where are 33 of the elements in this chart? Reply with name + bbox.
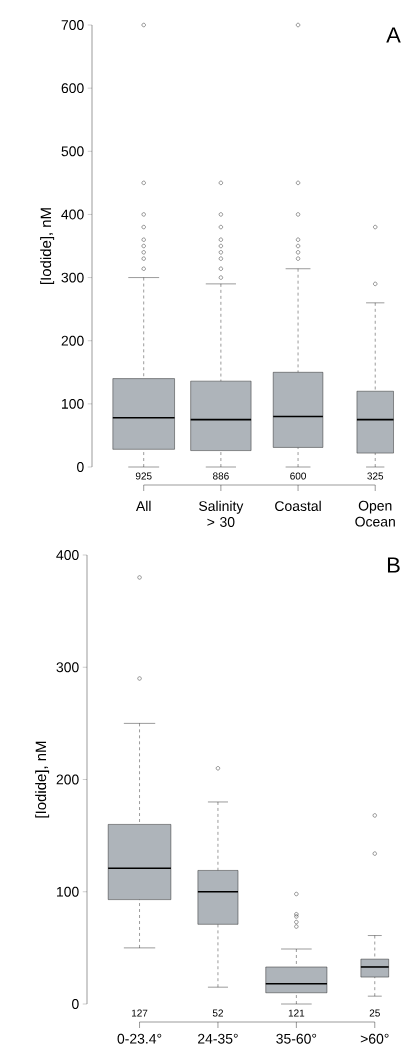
y-tick-label: 300	[56, 662, 79, 673]
chart-title: A	[386, 27, 401, 43]
text: 600	[290, 472, 306, 480]
y-tick-label: 400	[56, 550, 79, 560]
x-tick-label: Open Ocean	[355, 500, 395, 527]
y-tick-label: 300	[61, 272, 84, 283]
y-tick-label: 200	[61, 335, 84, 346]
text: 325	[367, 472, 384, 480]
x-tick-label: >60°	[360, 1033, 389, 1044]
y-tick-label: 0	[72, 999, 79, 1009]
y-tick-label: 400	[61, 209, 84, 220]
text: 127	[131, 1009, 148, 1017]
y-tick-label: 600	[61, 83, 84, 94]
x-tick-label: Salinity > 30	[199, 500, 244, 527]
text: 25	[369, 1009, 380, 1017]
y-axis-title: [Iodide], nM	[40, 208, 55, 284]
x-tick-label: 0-23.4°	[117, 1033, 162, 1044]
chart-title: B	[387, 557, 400, 573]
y-axis-title: [Iodide], nM	[35, 741, 50, 818]
y-tick-label: 200	[56, 774, 79, 785]
y-tick-label: 0	[77, 462, 84, 472]
x-tick-label: All	[135, 500, 151, 511]
text: 925	[135, 472, 152, 480]
y-tick-label: 700	[61, 20, 84, 30]
text: 52	[212, 1009, 223, 1017]
y-tick-label: 500	[61, 146, 84, 157]
text: 886	[213, 472, 229, 480]
x-tick-label: 24-35°	[198, 1033, 238, 1044]
text: 121	[288, 1009, 305, 1017]
y-tick-label: 100	[62, 398, 84, 409]
x-tick-label: Coastal	[275, 500, 321, 512]
y-tick-label: 100	[57, 886, 79, 897]
x-tick-label: 35-60°	[276, 1033, 317, 1044]
